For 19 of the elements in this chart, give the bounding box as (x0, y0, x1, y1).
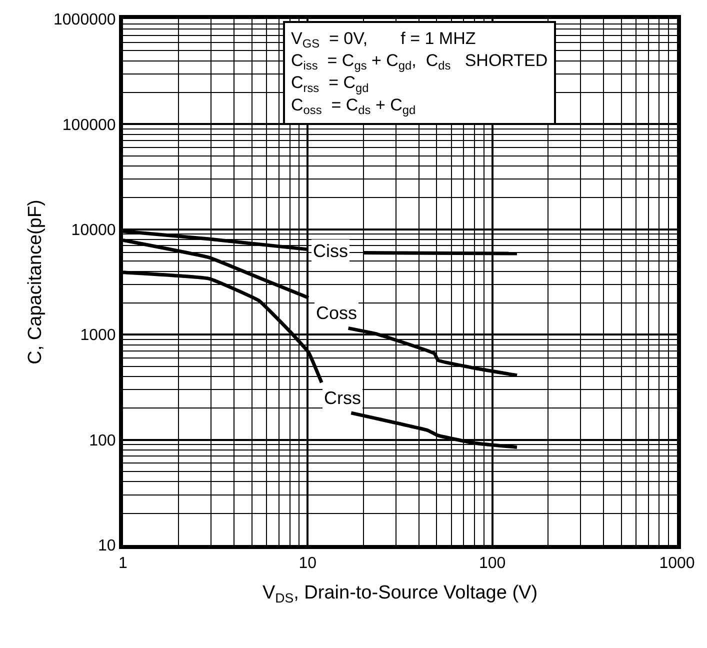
x-axis-title: V$_{DS}$, Drain-to-Source Voltage (V) (262, 582, 538, 606)
y-tick-label: 100000 (62, 116, 116, 134)
y-tick-label: 10 (98, 538, 116, 555)
series-label: Coss (316, 303, 358, 323)
y-tick-label: 1000000 (54, 12, 116, 29)
annotation: C$_{rss}$ = C$_{gd}$ (291, 73, 369, 95)
x-tick-label: 100 (478, 555, 506, 572)
annotation: V$_{GS}$ = 0V, f = 1 MHZ (291, 29, 476, 51)
x-tick-label: 10 (298, 555, 317, 572)
x-tick-label: 1000 (659, 555, 695, 572)
series-label: Ciss (313, 241, 348, 261)
x-tick-label: 1 (118, 555, 128, 572)
text: C$_{iss}$ = C$_{gs}$ + C$_{gd}$, C$_{ds}$ SHORTED (291, 51, 548, 73)
annotation: C$_{oss}$ = C$_{ds}$ + C$_{gd}$ (291, 95, 416, 117)
y-tick-label: 1000 (80, 327, 116, 344)
y-tick-label: 10000 (71, 222, 116, 239)
series-label: Crss (324, 388, 361, 408)
y-tick-label: 100 (89, 432, 116, 450)
y-axis-title: C, Capacitance(pF) (24, 200, 46, 364)
